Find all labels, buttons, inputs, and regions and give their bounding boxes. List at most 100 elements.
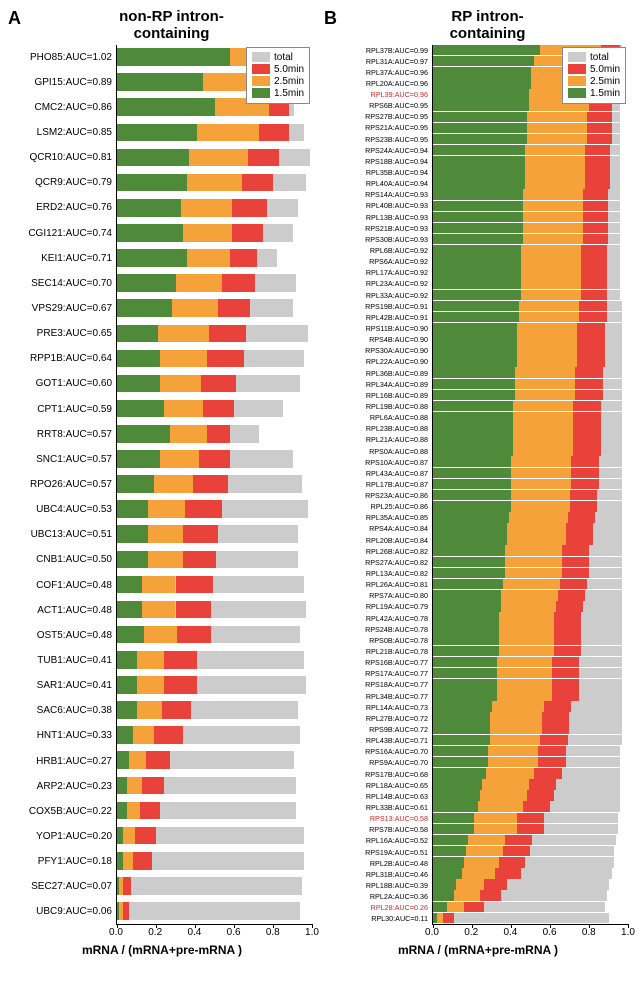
bar-row — [433, 623, 628, 634]
bar-row — [433, 334, 628, 345]
panel-a-bars — [116, 45, 312, 925]
ylabel: RPS23A:AUC=0.86 — [365, 490, 428, 501]
bar-t25 — [137, 701, 162, 719]
ylabel: RPL16A:AUC=0.52 — [366, 835, 428, 846]
bar-t25 — [123, 852, 133, 870]
bar-row — [433, 657, 628, 668]
bar-t50 — [560, 579, 587, 590]
bar-t25 — [517, 345, 577, 356]
bar-t25 — [497, 657, 552, 668]
bar-row — [433, 367, 628, 378]
bar-row — [433, 267, 628, 278]
ylabel: HNT1:AUC=0.33 — [37, 723, 112, 748]
ylabel: RPL30:AUC=0.11 — [371, 913, 428, 924]
ylabel: SAC6:AUC=0.38 — [37, 698, 112, 723]
bar-row — [433, 212, 628, 223]
bar-row — [433, 690, 628, 701]
ylabel: SEC14:AUC=0.70 — [31, 271, 112, 296]
bar-t25 — [187, 174, 242, 192]
bar-row — [433, 534, 628, 545]
bar-t15 — [117, 601, 142, 619]
ylabel: RPS0B:AUC=0.78 — [369, 635, 428, 646]
bar-t25 — [525, 167, 585, 178]
bar-t50 — [575, 390, 602, 401]
bar-row — [433, 768, 628, 779]
bar-row — [117, 601, 312, 619]
ylabel: RPL6A:AUC=0.88 — [370, 412, 428, 423]
bar-t50 — [538, 757, 565, 768]
bar-t25 — [158, 325, 209, 343]
bar-t15 — [117, 174, 187, 192]
bar-t25 — [468, 835, 505, 846]
bar-t50 — [544, 701, 571, 712]
bar-row — [433, 634, 628, 645]
bar-t15 — [433, 890, 454, 901]
bar-t15 — [433, 757, 488, 768]
bar-total — [433, 913, 609, 924]
bar-row — [433, 256, 628, 267]
bar-t25 — [464, 857, 499, 868]
ylabel: RPL13B:AUC=0.93 — [366, 212, 428, 223]
ylabel: RPL27B:AUC=0.72 — [366, 713, 428, 724]
ylabel: RPS27A:AUC=0.82 — [365, 557, 428, 568]
bar-t50 — [583, 189, 608, 200]
ylabel: RPL25:AUC=0.86 — [371, 501, 428, 512]
bar-t15 — [433, 590, 501, 601]
bar-t50 — [583, 212, 608, 223]
ylabel: RPL21B:AUC=0.78 — [366, 646, 428, 657]
bar-row — [433, 790, 628, 801]
panel-a-title: non-RP intron-containing — [27, 8, 316, 43]
bar-t25 — [511, 456, 571, 467]
bar-t25 — [497, 668, 552, 679]
bar-t25 — [148, 551, 183, 569]
bar-t50 — [140, 802, 160, 820]
ylabel: RPL39:AUC=0.96 — [371, 89, 428, 100]
bar-t50 — [176, 601, 211, 619]
bar-t25 — [127, 777, 143, 795]
ylabel: GOT1:AUC=0.60 — [36, 371, 112, 396]
bar-row — [433, 423, 628, 434]
bar-row — [117, 777, 312, 795]
bar-t50 — [558, 590, 585, 601]
legend-label-total: total — [274, 52, 293, 63]
bar-t25 — [521, 267, 581, 278]
bar-t25 — [511, 490, 570, 501]
xtick: 0.6 — [543, 927, 557, 938]
bar-t25 — [525, 156, 585, 167]
bar-row — [433, 434, 628, 445]
bar-row — [117, 827, 312, 845]
ylabel: RPS4A:AUC=0.84 — [369, 523, 428, 534]
bar-t50 — [562, 557, 589, 568]
bar-t15 — [433, 178, 525, 189]
bar-t15 — [433, 568, 505, 579]
ylabel: RRT8:AUC=0.57 — [37, 422, 112, 447]
bar-t25 — [517, 356, 577, 367]
bar-row — [433, 178, 628, 189]
bar-t15 — [433, 423, 513, 434]
bar-t15 — [433, 212, 523, 223]
ylabel: RPL23B:AUC=0.88 — [366, 423, 428, 434]
ylabel: RPL33B:AUC=0.61 — [366, 802, 428, 813]
bar-t50 — [207, 425, 230, 443]
bar-row — [117, 375, 312, 393]
ylabel: RPL20B:AUC=0.84 — [366, 535, 428, 546]
bar-t25 — [505, 568, 562, 579]
bar-t25 — [144, 626, 177, 644]
bar-t25 — [523, 201, 583, 212]
ylabel: CMC2:AUC=0.86 — [34, 95, 112, 120]
bar-t50 — [443, 913, 455, 924]
ylabel: RPL35B:AUC=0.94 — [366, 167, 428, 178]
bar-t15 — [433, 490, 511, 501]
bar-t25 — [490, 712, 543, 723]
xtick: 0.0 — [425, 927, 439, 938]
ylabel: ERD2:AUC=0.76 — [36, 195, 112, 220]
bar-row — [433, 223, 628, 234]
bar-t50 — [581, 278, 606, 289]
panel-b-title: RP intron-containing — [343, 8, 632, 43]
bar-t15 — [433, 401, 513, 412]
xtick: 0.6 — [227, 927, 241, 938]
ylabel: RPS24A:AUC=0.94 — [365, 145, 428, 156]
ylabel: UBC4:AUC=0.53 — [36, 497, 112, 522]
bar-t25 — [454, 890, 479, 901]
bar-t50 — [583, 234, 608, 245]
